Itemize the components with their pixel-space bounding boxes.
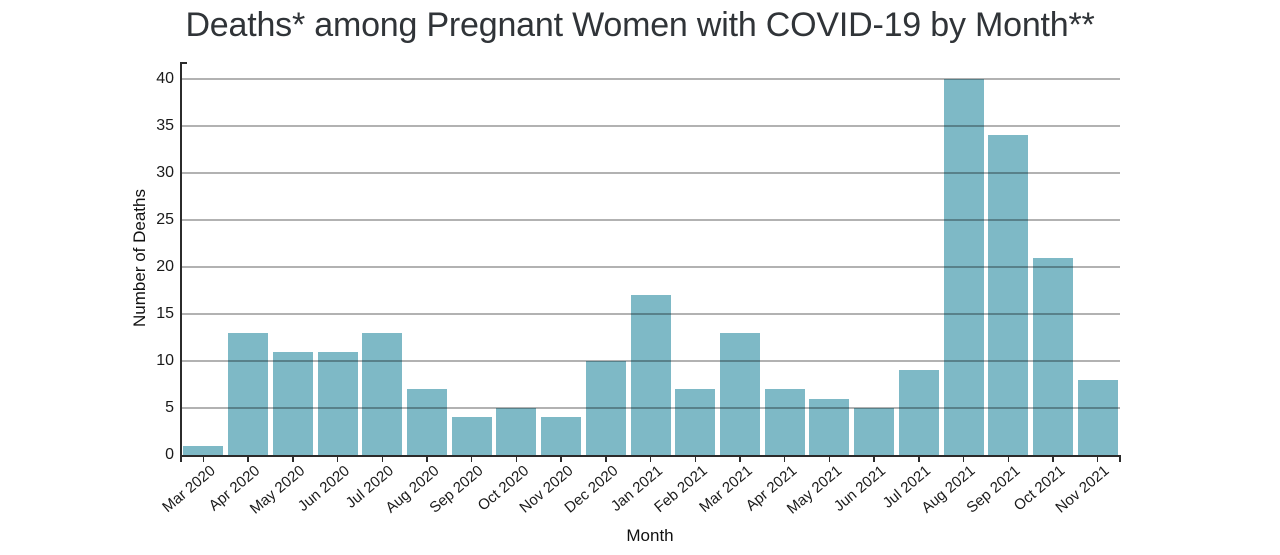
- x-tick: [336, 457, 339, 462]
- x-tick: [426, 457, 428, 462]
- x-tick: [515, 457, 518, 462]
- gridline-15: [181, 313, 1120, 315]
- bar-jun-2020[interactable]: [317, 351, 358, 455]
- x-tick: [470, 457, 473, 462]
- bar-aug-2020[interactable]: [406, 389, 447, 455]
- gridline-30: [181, 172, 1120, 174]
- gridline-20: [181, 266, 1120, 268]
- x-tick: [202, 457, 205, 462]
- x-axis-end-tick: [1119, 457, 1121, 462]
- bar-mar-2021[interactable]: [719, 332, 760, 455]
- x-axis-title: Month: [626, 526, 674, 545]
- x-tick: [918, 457, 920, 462]
- bar-apr-2021[interactable]: [764, 389, 805, 455]
- gridline-10: [181, 360, 1120, 362]
- x-tick: [247, 457, 249, 462]
- x-axis-line: [180, 455, 1121, 457]
- x-tick: [694, 457, 696, 462]
- y-tick-label-35: 35: [156, 117, 174, 134]
- bar-jul-2021[interactable]: [898, 370, 939, 455]
- y-axis-line: [180, 62, 182, 457]
- x-tick: [1007, 457, 1009, 462]
- y-tick-label-0: 0: [165, 446, 174, 463]
- x-tick: [560, 457, 562, 462]
- x-tick: [1052, 457, 1054, 462]
- x-tick: [381, 457, 383, 462]
- gridline-40: [181, 78, 1120, 80]
- gridline-25: [181, 219, 1120, 221]
- x-tick: [962, 457, 965, 462]
- bar-dec-2020[interactable]: [585, 361, 626, 455]
- bar-sep-2020[interactable]: [451, 417, 492, 455]
- bar-may-2020[interactable]: [272, 351, 313, 455]
- x-tick: [783, 457, 786, 462]
- bar-nov-2021[interactable]: [1077, 379, 1118, 455]
- gridline-35: [181, 125, 1120, 127]
- y-tick-label-40: 40: [156, 70, 174, 87]
- bar-mar-2020[interactable]: [183, 445, 224, 455]
- y-tick-label-5: 5: [165, 399, 174, 416]
- bar-apr-2020[interactable]: [228, 332, 269, 455]
- bar-jul-2020[interactable]: [362, 332, 403, 455]
- x-tick: [605, 457, 607, 462]
- gridline-5: [181, 407, 1120, 409]
- x-tick: [649, 457, 652, 462]
- x-tick: [292, 457, 294, 462]
- bar-oct-2021[interactable]: [1032, 257, 1073, 455]
- y-tick-label-10: 10: [156, 352, 174, 369]
- x-axis-start-tick: [180, 457, 182, 462]
- bar-oct-2020[interactable]: [496, 408, 537, 455]
- x-tick-label-mar-2020: Mar 2020: [159, 462, 219, 516]
- x-tick: [828, 457, 831, 462]
- bar-jun-2021[interactable]: [854, 408, 895, 455]
- bar-feb-2021[interactable]: [675, 389, 716, 455]
- y-axis-end-tick: [181, 62, 187, 64]
- y-tick-label-20: 20: [156, 258, 174, 275]
- bar-aug-2021[interactable]: [943, 79, 984, 455]
- chart-title: Deaths* among Pregnant Women with COVID-…: [185, 6, 1095, 44]
- y-tick-label-25: 25: [156, 211, 174, 228]
- bar-jan-2021[interactable]: [630, 295, 671, 455]
- x-tick: [873, 457, 875, 462]
- y-tick-label-30: 30: [156, 164, 174, 181]
- y-tick-label-15: 15: [156, 305, 174, 322]
- bar-sep-2021[interactable]: [988, 135, 1029, 455]
- x-tick: [1096, 457, 1099, 462]
- bar-nov-2020[interactable]: [541, 417, 582, 455]
- x-tick: [739, 457, 741, 462]
- bar-may-2021[interactable]: [809, 398, 850, 455]
